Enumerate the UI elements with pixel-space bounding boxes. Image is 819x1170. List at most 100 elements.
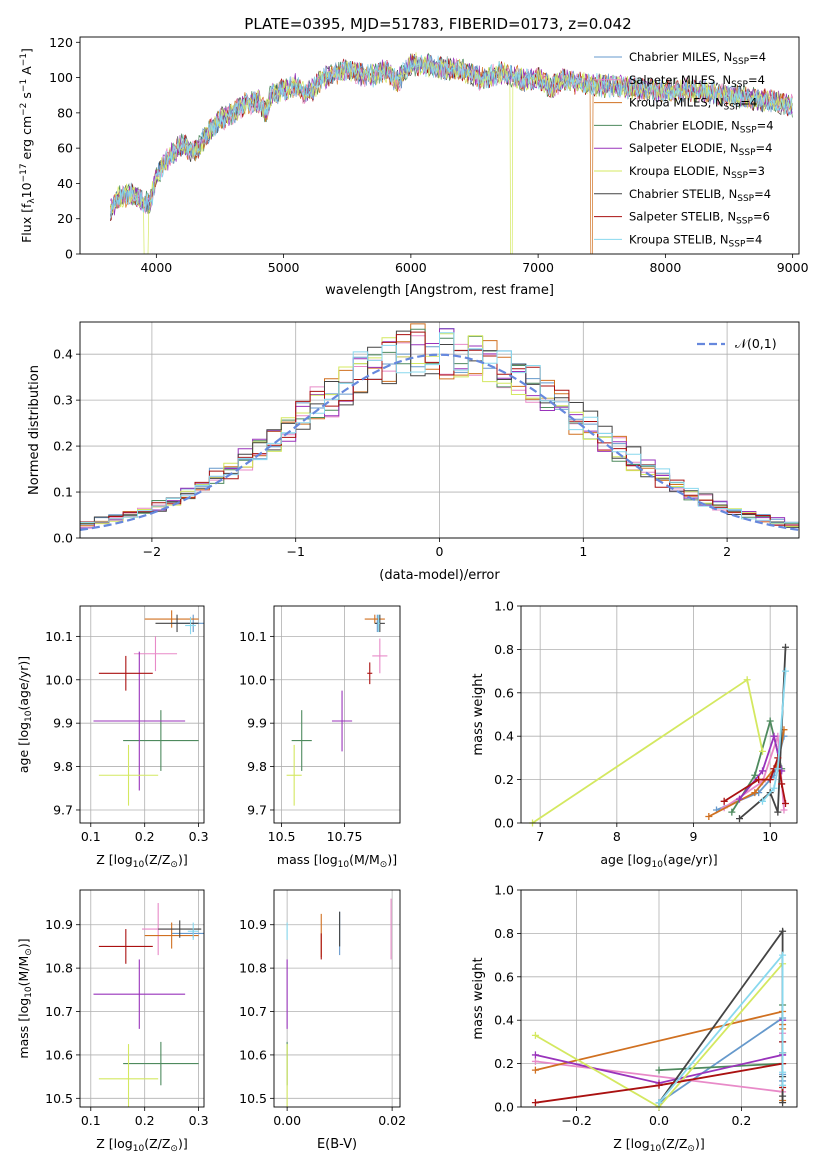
weight-marker: [655, 1099, 663, 1107]
weight-marker: [770, 784, 778, 792]
errorbars: [286, 614, 388, 806]
weight-marker: [743, 676, 751, 684]
x-axis-label: E(B-V): [317, 1137, 357, 1152]
axes-mass-vs-EBV: 0.00 0.02 10.5 10.6 10.7 10.8 10.9 E(B-V): [239, 889, 406, 1152]
x-axis-label: age [log10(age/yr)]: [600, 852, 717, 870]
x-tick-label: 9: [690, 829, 698, 844]
y-tick-label: 0.2: [494, 1056, 514, 1071]
x-tick-label: 2: [723, 544, 731, 559]
y-tick-label: 0.0: [494, 1100, 514, 1115]
x-tick-label: 0.1: [81, 829, 101, 844]
weight-marker: [782, 667, 789, 675]
y-tick-label: 10.6: [239, 1047, 267, 1062]
y-tick-label: 0.4: [494, 1013, 514, 1028]
weight-marker: [755, 776, 763, 784]
y-tick-label: 20: [57, 211, 73, 226]
weight-marker: [759, 797, 766, 805]
x-axis-label: wavelength [Angstrom, rest frame]: [325, 283, 554, 298]
y-tick-label: 0.8: [494, 926, 514, 941]
y-tick-label: 0: [65, 247, 73, 262]
weight-marker: [779, 1068, 787, 1076]
y-tick-label: 0.6: [494, 685, 514, 700]
y-tick-label: 10.5: [45, 1091, 73, 1106]
axes-frame: [79, 36, 800, 255]
weight-marker: [531, 1031, 539, 1039]
x-tick-label: 0.3: [189, 829, 209, 844]
axes-spectrum: 4000 5000 6000 7000 8000 9000 0 20 40 60 80 100 120 w…: [19, 35, 809, 298]
y-tick-label: 0.0: [53, 531, 73, 546]
y-axis-label: mass [log10(M/M⊙)]: [16, 938, 34, 1058]
x-tick-label: 9000: [777, 260, 809, 275]
y-tick-label: 10.5: [239, 1091, 267, 1106]
weight-marker: [759, 747, 766, 755]
y-tick-label: 9.9: [247, 716, 267, 731]
y-tick-label: 40: [57, 176, 73, 191]
x-axis-label: Z [log10(Z/Z⊙)]: [96, 1136, 187, 1154]
axes-age-vs-mass: 10.5 10.75 9.7 9.8 9.9 10.0 10.1 mass [log10(M/…: [239, 605, 401, 870]
x-tick-label: 0.0: [649, 1113, 669, 1128]
legend-label: Salpeter STELIB, NSSP=6: [629, 210, 770, 227]
weight-marker: [736, 795, 743, 803]
y-axis-label: mass weight: [471, 957, 486, 1039]
x-tick-label: −2: [143, 544, 161, 559]
x-axis-label: Z [log10(Z/Z⊙)]: [613, 1136, 704, 1154]
weight-marker: [774, 808, 782, 816]
weight-marker: [655, 1066, 663, 1074]
legend-label: Kroupa ELODIE, NSSP=3: [629, 164, 765, 181]
legend-label: Chabrier ELODIE, NSSP=4: [629, 118, 774, 135]
weight-marker: [759, 767, 766, 775]
x-tick-label: 10: [762, 829, 778, 844]
y-tick-label: 10.9: [45, 917, 73, 932]
y-tick-label: 100: [49, 70, 73, 85]
x-tick-label: 8: [613, 829, 621, 844]
weight-marker: [766, 776, 774, 784]
weight-marker: [779, 1099, 787, 1107]
x-axis-label: (data-model)/error: [379, 568, 500, 583]
errorbars: [93, 903, 204, 1107]
weight-marker: [779, 951, 787, 959]
y-tick-label: 10.7: [45, 1004, 73, 1019]
weight-lines: [529, 643, 789, 827]
legend-label: 𝒩(0,1): [735, 336, 777, 351]
y-tick-label: 0.6: [494, 969, 514, 984]
y-tick-label: 0.2: [494, 772, 514, 787]
axes-weight-vs-Z: −0.2 0.0 0.2 0.0 0.2 0.4 0.6 0.8 1.0 Z [log10(Z/Z…: [471, 883, 798, 1154]
y-tick-label: 80: [57, 105, 73, 120]
weight-marker: [705, 812, 713, 820]
weight-marker: [531, 1066, 539, 1074]
histogram-8: [80, 332, 799, 538]
y-tick-label: 0.8: [494, 642, 514, 657]
y-axis-label: age [log10(age/yr)]: [16, 656, 34, 773]
y-tick-label: 10.1: [239, 629, 267, 644]
y-tick-label: 10.8: [239, 961, 267, 976]
weight-marker: [778, 780, 786, 788]
y-tick-label: 10.8: [45, 961, 73, 976]
weight-marker: [728, 808, 736, 816]
y-tick-label: 9.8: [247, 759, 267, 774]
y-axis-label: Flux [fλ10−17 erg cm−2 s−1 A−1]: [19, 48, 37, 243]
y-tick-label: 10.9: [239, 917, 267, 932]
weight-marker: [751, 771, 759, 779]
y-tick-label: 0.0: [494, 816, 514, 831]
weight-line-6: [658, 928, 784, 1104]
axes-frame: [520, 605, 798, 824]
x-axis-label: mass [log10(M/M⊙)]: [277, 852, 397, 870]
errorbars: [93, 610, 204, 806]
spectrum-lines: [110, 52, 793, 254]
axes-frame: [79, 605, 205, 824]
x-axis-label: Z [log10(Z/Z⊙)]: [96, 852, 187, 870]
legend-label: Chabrier STELIB, NSSP=4: [629, 187, 771, 204]
y-axis-label: mass weight: [471, 673, 486, 755]
y-tick-label: 0.2: [53, 439, 73, 454]
y-tick-label: 10.0: [45, 672, 73, 687]
y-tick-label: 1.0: [494, 883, 514, 898]
weight-marker: [782, 799, 789, 807]
histograms: [80, 323, 799, 538]
x-tick-label: 0.2: [135, 829, 155, 844]
x-tick-label: 7: [536, 829, 544, 844]
x-tick-label: 0.02: [378, 1113, 406, 1128]
y-tick-label: 60: [57, 141, 73, 156]
legend: Chabrier MILES, NSSP=4 Salpeter MILES, NS…: [594, 50, 774, 249]
weight-marker: [774, 765, 782, 773]
